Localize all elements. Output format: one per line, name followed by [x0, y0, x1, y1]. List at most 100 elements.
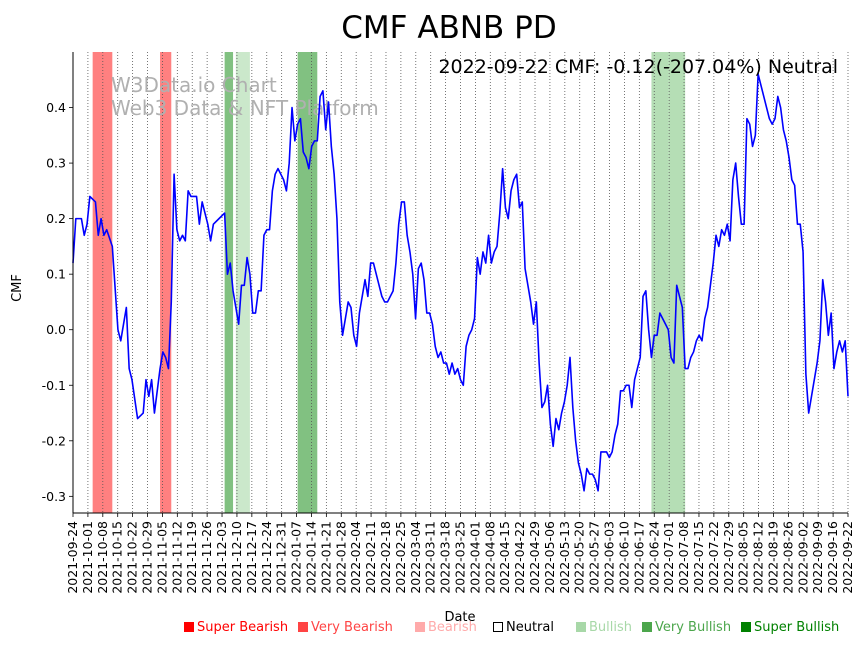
x-tick-label-51: 2022-09-16 [825, 521, 840, 594]
x-tick-label-27: 2022-04-01 [467, 521, 482, 594]
x-tick-label-2: 2021-10-08 [95, 521, 110, 594]
x-tick-label-9: 2021-11-26 [199, 521, 214, 594]
x-axis-ticks: 2021-09-24 2021-10-01 2021-10-08 2021-10-15… [65, 513, 855, 594]
y-axis-label: CMF [10, 274, 25, 302]
legend-swatch-icon [415, 622, 425, 632]
y-axis-ticks: -0.3 -0.2 -0.1 0.0 0.1 0.2 0.3 0.4 [42, 100, 73, 504]
x-tick-label-13: 2021-12-24 [259, 521, 274, 594]
x-tick-label-45: 2022-08-05 [736, 521, 751, 594]
x-tick-label-47: 2022-08-19 [765, 521, 780, 594]
legend-swatch-icon [576, 622, 586, 632]
x-axis-label: Date [444, 610, 475, 625]
legend-item-bullish: Bullish [576, 620, 632, 635]
legend-label: Super Bearish [197, 620, 289, 635]
x-tick-label-35: 2022-05-27 [587, 521, 602, 594]
legend-item-very-bullish: Very Bullish [642, 620, 731, 635]
x-tick-label-32: 2022-05-06 [542, 521, 557, 594]
y-tick-label-2: -0.1 [42, 378, 66, 393]
x-tick-label-0: 2021-09-24 [65, 521, 80, 594]
y-tick-label-1: -0.2 [42, 433, 66, 448]
legend-label: Super Bullish [754, 620, 840, 635]
signal-band-2 [224, 52, 234, 513]
cmf-series-layer [72, 73, 849, 492]
legend-item-super-bearish: Super Bearish [184, 620, 288, 635]
x-tick-label-11: 2021-12-10 [229, 521, 244, 594]
x-tick-label-8: 2021-11-19 [184, 521, 199, 594]
legend-item-bearish: Bearish [415, 620, 477, 635]
x-tick-label-34: 2022-05-20 [572, 521, 587, 594]
x-tick-label-50: 2022-09-09 [810, 521, 825, 594]
vertical-gridlines [72, 52, 849, 513]
x-tick-label-44: 2022-07-29 [721, 521, 736, 594]
cmf-series-line [72, 73, 849, 492]
x-tick-label-36: 2022-06-03 [602, 521, 617, 594]
legend-swatch-icon [642, 622, 652, 632]
x-tick-label-7: 2021-11-12 [169, 521, 184, 594]
x-tick-label-43: 2022-07-22 [706, 521, 721, 594]
legend-item-super-bullish: Super Bullish [741, 620, 839, 635]
x-tick-label-4: 2021-10-22 [125, 521, 140, 594]
signal-legend: Super Bearish Very Bearish Bearish Neutral B… [0, 620, 867, 640]
x-tick-label-5: 2021-10-29 [140, 521, 155, 594]
x-tick-label-16: 2022-01-14 [303, 521, 318, 594]
x-tick-label-39: 2022-06-24 [646, 521, 661, 594]
y-tick-label-6: 0.3 [46, 156, 66, 171]
legend-swatch-icon [741, 622, 751, 632]
legend-swatch-icon [184, 622, 194, 632]
y-tick-label-4: 0.1 [46, 267, 66, 282]
x-tick-label-17: 2022-01-21 [318, 521, 333, 594]
legend-label: Neutral [506, 620, 554, 635]
x-tick-label-42: 2022-07-15 [691, 521, 706, 594]
x-tick-label-30: 2022-04-22 [512, 521, 527, 594]
x-tick-label-48: 2022-08-26 [780, 521, 795, 594]
x-tick-label-14: 2021-12-31 [274, 521, 289, 594]
y-tick-label-5: 0.2 [46, 211, 66, 226]
x-tick-label-6: 2021-11-05 [154, 521, 169, 594]
legend-swatch-icon [298, 622, 308, 632]
x-tick-label-31: 2022-04-29 [527, 521, 542, 594]
x-tick-label-22: 2022-02-25 [393, 521, 408, 594]
x-tick-label-21: 2022-02-18 [378, 521, 393, 594]
y-tick-label-7: 0.4 [46, 100, 66, 115]
chart-title: CMF ABNB PD [341, 10, 556, 46]
signal-bands [92, 52, 686, 513]
x-tick-label-3: 2021-10-15 [110, 521, 125, 594]
y-tick-label-0: -0.3 [42, 489, 66, 504]
x-tick-label-24: 2022-03-11 [423, 521, 438, 594]
chart-annotation: 2022-09-22 CMF: -0.12(-207.04%) Neutral [438, 56, 838, 78]
watermark-line-1: W3Data.io Chart [111, 73, 277, 97]
x-tick-label-26: 2022-03-25 [453, 521, 468, 594]
x-tick-label-15: 2022-01-07 [289, 521, 304, 594]
y-tick-label-3: 0.0 [46, 322, 66, 337]
x-tick-label-33: 2022-05-13 [557, 521, 572, 594]
x-tick-label-40: 2022-07-01 [661, 521, 676, 594]
x-tick-label-41: 2022-07-08 [676, 521, 691, 594]
x-tick-label-38: 2022-06-17 [631, 521, 646, 594]
signal-band-5 [651, 52, 669, 513]
legend-item-neutral: Neutral [493, 620, 554, 635]
watermark-line-2: Web3 Data & NFT Platform [111, 96, 379, 120]
x-tick-label-28: 2022-04-08 [482, 521, 497, 594]
x-tick-label-12: 2021-12-17 [244, 521, 259, 594]
x-tick-label-18: 2022-01-28 [333, 521, 348, 594]
x-tick-label-46: 2022-08-12 [751, 521, 766, 594]
signal-band-1 [160, 52, 172, 513]
x-tick-label-20: 2022-02-11 [363, 521, 378, 594]
x-tick-label-52: 2022-09-22 [840, 521, 855, 594]
x-tick-label-29: 2022-04-15 [497, 521, 512, 594]
x-tick-label-49: 2022-09-02 [795, 521, 810, 594]
x-tick-label-25: 2022-03-18 [438, 521, 453, 594]
legend-label: Very Bearish [311, 620, 393, 635]
legend-item-very-bearish: Very Bearish [298, 620, 393, 635]
legend-label: Bearish [428, 620, 477, 635]
x-tick-label-1: 2021-10-01 [80, 521, 95, 594]
signal-band-0 [92, 52, 113, 513]
signal-band-4 [297, 52, 318, 513]
legend-label: Very Bullish [655, 620, 732, 635]
signal-band-6 [668, 52, 686, 513]
x-tick-label-10: 2021-12-03 [214, 521, 229, 594]
legend-label: Bullish [589, 620, 633, 635]
x-tick-label-23: 2022-03-04 [408, 521, 423, 594]
legend-swatch-icon [493, 622, 503, 632]
